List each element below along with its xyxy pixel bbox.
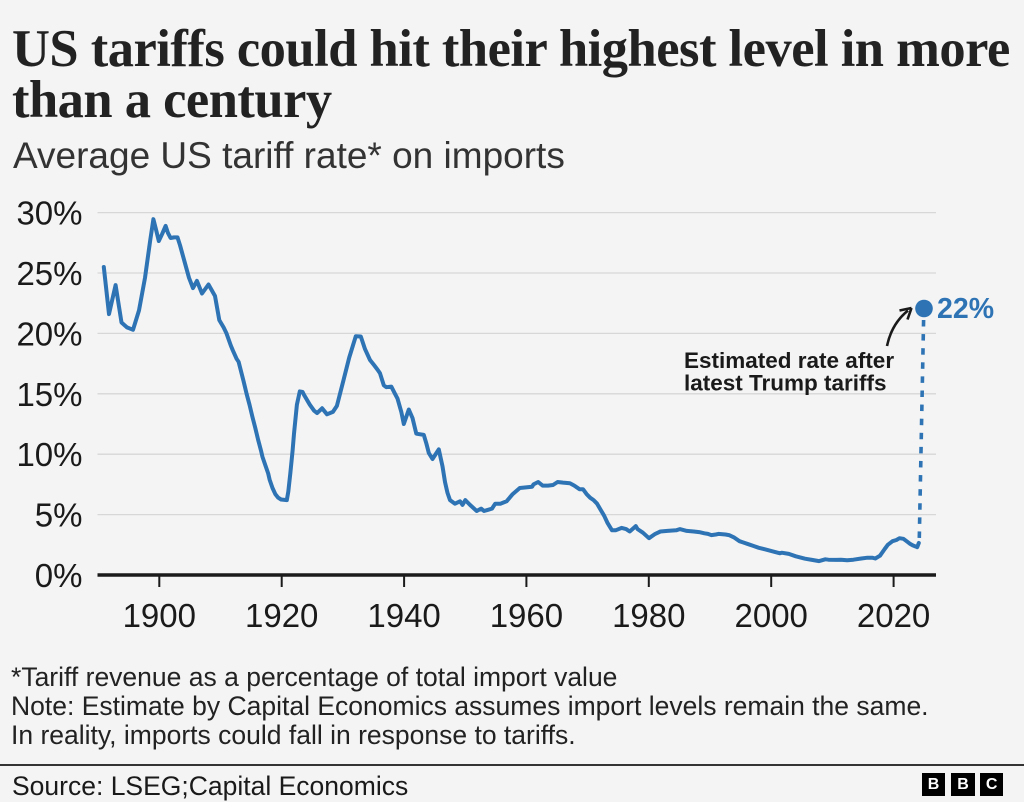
svg-text:0%: 0% (35, 557, 83, 594)
svg-text:1980: 1980 (612, 597, 685, 634)
svg-text:25%: 25% (16, 255, 82, 292)
svg-text:22%: 22% (937, 293, 994, 325)
svg-text:1920: 1920 (245, 597, 318, 634)
svg-text:2020: 2020 (857, 597, 930, 634)
svg-text:2000: 2000 (734, 597, 807, 634)
svg-text:latest Trump tariffs: latest Trump tariffs (684, 371, 887, 396)
svg-text:10%: 10% (16, 436, 82, 473)
svg-text:5%: 5% (35, 497, 83, 534)
svg-text:1900: 1900 (123, 597, 196, 634)
svg-text:Estimated rate after: Estimated rate after (684, 348, 894, 373)
svg-text:30%: 30% (16, 195, 82, 232)
svg-text:20%: 20% (16, 315, 82, 352)
svg-text:1960: 1960 (490, 597, 563, 634)
svg-text:15%: 15% (16, 376, 82, 413)
svg-text:1940: 1940 (367, 597, 440, 634)
